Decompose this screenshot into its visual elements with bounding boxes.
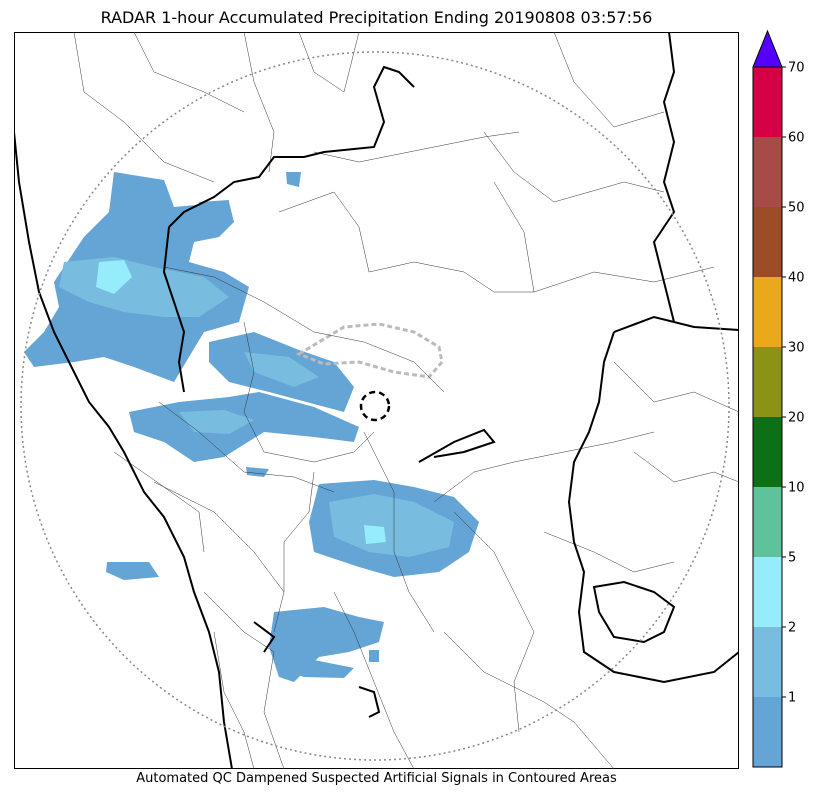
- colorbar-segment: [753, 277, 782, 347]
- colorbar-segment: [753, 417, 782, 487]
- colorbar-tick-label: 40: [788, 271, 805, 286]
- colorbar-segments: [753, 67, 782, 767]
- precip-area-north-speck: [286, 172, 301, 187]
- qc-footer-note: Automated QC Dampened Suspected Artifici…: [136, 771, 617, 786]
- precip-area-west-small: [106, 562, 159, 580]
- state-boundaries: [14, 32, 739, 769]
- colorbar-segment: [753, 697, 782, 767]
- colorbar-tick-label: 50: [788, 201, 805, 216]
- colorbar-tick-label: 70: [788, 61, 805, 76]
- central-east-border: [418, 428, 496, 463]
- colorbar-segment: [753, 347, 782, 417]
- precip-area-central-band-inner: [179, 410, 254, 434]
- west-inland-border: [162, 226, 186, 393]
- colorbar-tick-label: 30: [788, 341, 805, 356]
- south-speck-border: [358, 686, 381, 718]
- precip-core-southeast: [364, 525, 386, 544]
- colorbar-ticks: 1 2 5 10 20 30 40 50 60 70: [782, 61, 805, 706]
- radar-site-marker: [359, 390, 391, 422]
- colorbar-segment: [753, 207, 782, 277]
- map-frame: [14, 32, 739, 769]
- colorbar-segment: [753, 137, 782, 207]
- northeast-state-border: [652, 32, 676, 323]
- colorbar: 1 2 5 10 20 30 40 50 60 70: [752, 29, 805, 768]
- colorbar-segment: [753, 627, 782, 697]
- colorbar-segment: [753, 67, 782, 137]
- colorbar-tick-label: 10: [788, 481, 805, 496]
- colorbar-tick-label: 1: [788, 691, 796, 706]
- colorbar-segment: [753, 557, 782, 627]
- colorbar-tick-label: 20: [788, 411, 805, 426]
- colorbar-overflow-arrow: [752, 29, 783, 68]
- southeast-island-border: [592, 580, 676, 644]
- qc-contour-area: [295, 322, 444, 379]
- precip-area-east-speck: [246, 467, 269, 477]
- precip-area-central-band: [129, 392, 359, 462]
- radar-map: [14, 32, 739, 769]
- colorbar-tick-label: 5: [788, 551, 796, 566]
- north-state-border: [168, 65, 415, 228]
- precip-area-south-2: [284, 660, 354, 678]
- colorbar-segment: [753, 487, 782, 557]
- precip-area-north-small: [199, 200, 229, 215]
- precip-core-northwest: [96, 260, 132, 294]
- west-coastline: [14, 131, 233, 769]
- colorbar-tick-label: 2: [788, 621, 796, 636]
- map-title: RADAR 1-hour Accumulated Precipitation E…: [100, 8, 653, 27]
- south-inland-border: [253, 621, 276, 653]
- precip-area-southeast-inner: [329, 494, 454, 557]
- district-boundaries: [73, 32, 739, 769]
- radar-range-ring: [20, 51, 730, 761]
- precip-area-central-north-inner: [244, 352, 319, 387]
- northeast-east-border: [613, 315, 739, 333]
- colorbar-tick-label: 60: [788, 131, 805, 146]
- precip-area-south-speck: [369, 650, 379, 662]
- east-state-border: [567, 331, 739, 684]
